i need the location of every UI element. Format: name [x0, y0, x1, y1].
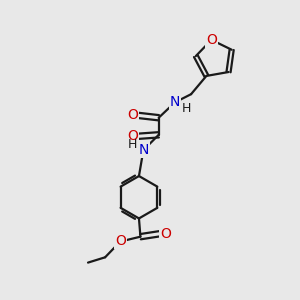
Text: O: O	[127, 108, 138, 122]
Text: O: O	[127, 129, 138, 143]
Text: N: N	[170, 95, 180, 110]
Text: N: N	[138, 143, 148, 157]
Text: H: H	[182, 102, 191, 116]
Text: O: O	[115, 234, 126, 248]
Text: O: O	[160, 227, 171, 241]
Text: H: H	[128, 138, 137, 151]
Text: O: O	[206, 33, 217, 47]
